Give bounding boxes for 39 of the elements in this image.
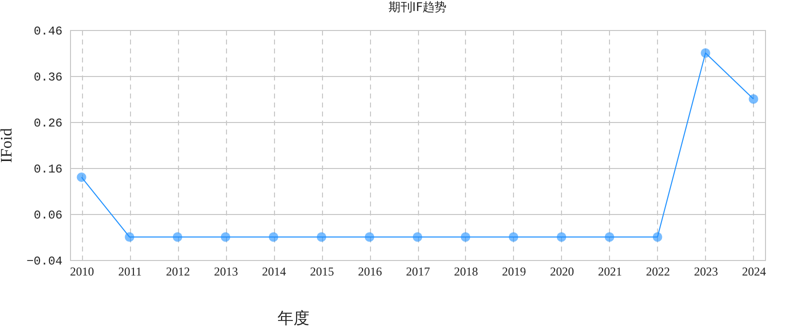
- x-tick-label: 2014: [262, 264, 286, 278]
- x-tick-label: 2019: [502, 264, 526, 278]
- point: [124, 232, 134, 242]
- y-axis-title: IFoid: [0, 128, 16, 163]
- x-tick-label: 2020: [550, 264, 574, 278]
- y-tick-label: −0.04: [26, 254, 62, 268]
- x-tick-label: 2016: [358, 264, 382, 278]
- point: [460, 232, 470, 242]
- point: [700, 48, 710, 58]
- x-tick-label: 2022: [646, 264, 670, 278]
- y-tick-label: 0.06: [34, 208, 62, 222]
- point: [556, 232, 566, 242]
- x-tick-label: 2023: [694, 264, 718, 278]
- point: [316, 232, 326, 242]
- x-tick-label: 2018: [454, 264, 478, 278]
- point: [508, 232, 518, 242]
- point: [364, 232, 374, 242]
- x-tick-label: 2013: [214, 264, 238, 278]
- y-tick-label: 0.26: [34, 116, 62, 130]
- point: [76, 172, 86, 182]
- point: [604, 232, 614, 242]
- point: [412, 232, 422, 242]
- point: [220, 232, 230, 242]
- x-tick-label: 2024: [742, 264, 766, 278]
- x-tick-label: 2011: [118, 264, 142, 278]
- point: [172, 232, 182, 242]
- chart-title: 期刊IF趋势: [388, 0, 447, 14]
- x-axis-title: 年度: [278, 310, 310, 328]
- point: [268, 232, 278, 242]
- x-tick-label: 2021: [598, 264, 622, 278]
- x-tick-label: 2015: [310, 264, 334, 278]
- y-tick-label: 0.46: [34, 24, 62, 38]
- point: [652, 232, 662, 242]
- x-tick-label: 2012: [166, 264, 190, 278]
- y-tick-label: 0.16: [34, 162, 62, 176]
- x-tick-label: 2010: [70, 264, 94, 278]
- point: [748, 94, 758, 104]
- x-tick-label: 2017: [406, 264, 430, 278]
- y-tick-label: 0.36: [34, 70, 62, 84]
